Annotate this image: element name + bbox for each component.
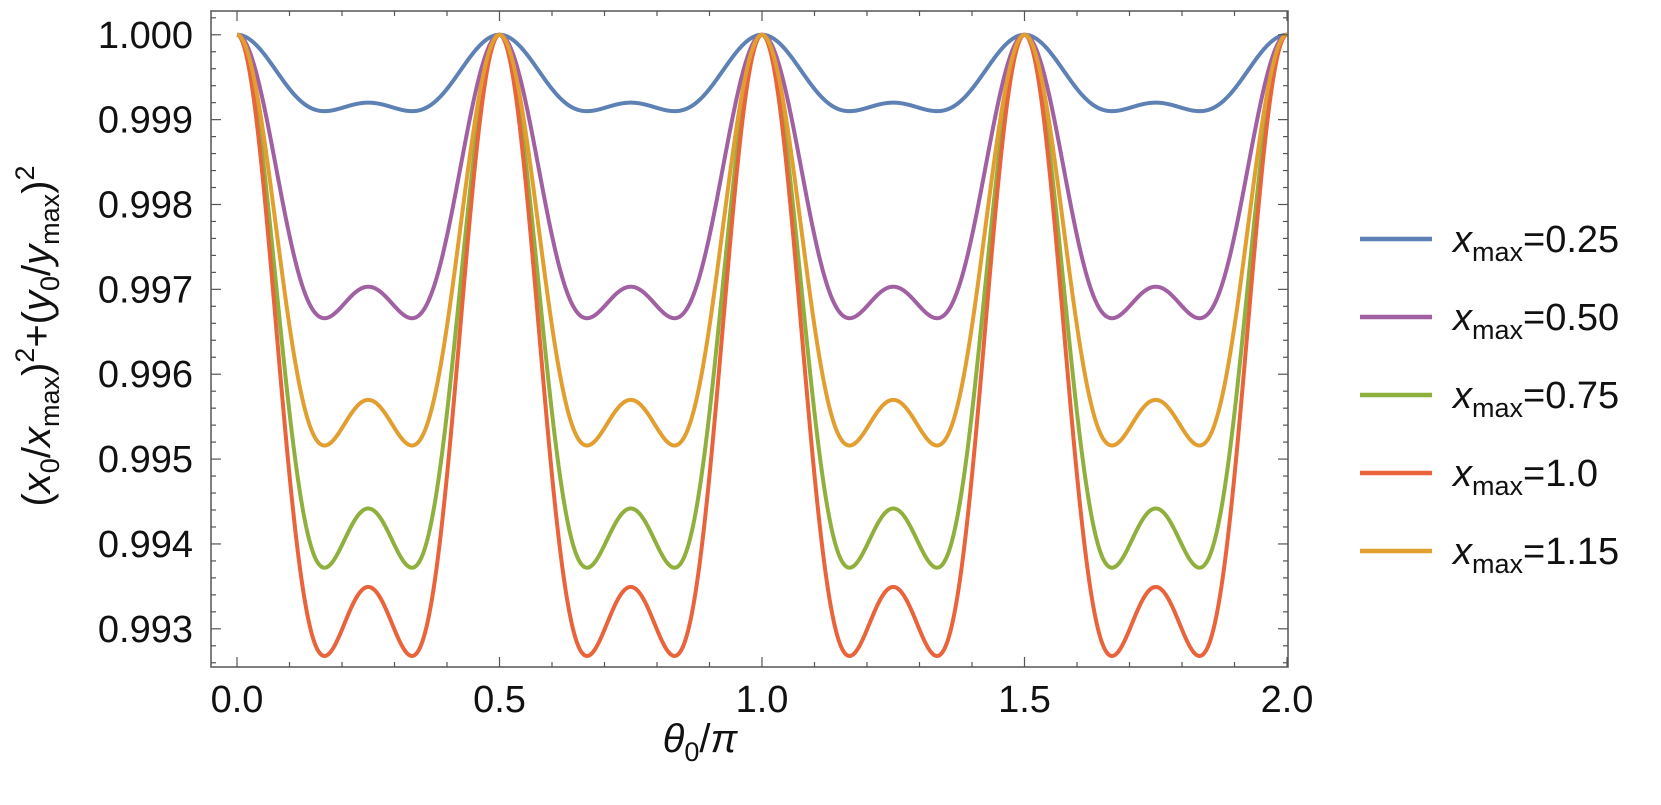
y-title-part: ) bbox=[15, 180, 59, 193]
x-tick-label: 2.0 bbox=[1261, 679, 1314, 721]
plot-frame bbox=[210, 10, 1289, 668]
y-tick-label: 1.000 bbox=[98, 15, 193, 57]
y-tick-label: 0.999 bbox=[98, 100, 193, 142]
y-title-part: 2 bbox=[10, 348, 40, 363]
series-line-1 bbox=[235, 32, 1289, 321]
series-line-3 bbox=[235, 32, 1289, 658]
x-axis-title: θ0/π bbox=[663, 717, 739, 767]
series-line-2 bbox=[235, 32, 1289, 570]
x-title-slash: / bbox=[699, 717, 711, 761]
y-title-part: 0 bbox=[35, 458, 65, 473]
y-tick-label: 0.997 bbox=[98, 269, 193, 311]
y-tick-label: 0.998 bbox=[98, 184, 193, 226]
y-title-part: x bbox=[15, 471, 59, 495]
x-tick-label: 0.5 bbox=[473, 679, 526, 721]
legend-value: =0.50 bbox=[1523, 297, 1619, 339]
y-title-part: x bbox=[15, 425, 59, 449]
legend-value: =0.75 bbox=[1523, 375, 1619, 417]
y-title-part: / bbox=[15, 446, 59, 458]
x-tick-label: 1.0 bbox=[736, 679, 789, 721]
x-tick-label: 1.5 bbox=[998, 679, 1051, 721]
legend-sub: max bbox=[1472, 549, 1524, 579]
y-title-part: max bbox=[35, 376, 65, 428]
y-title-part: ) bbox=[15, 363, 59, 376]
series-line-0 bbox=[235, 32, 1289, 114]
legend-label-1: xmax=0.50 bbox=[1451, 297, 1619, 345]
x-tick-label: 0.0 bbox=[211, 679, 264, 721]
legend-sub: max bbox=[1472, 237, 1524, 267]
legend-label-2: xmax=0.75 bbox=[1451, 375, 1619, 423]
legend-prefix: x bbox=[1451, 453, 1474, 495]
legend-value: =0.25 bbox=[1523, 219, 1619, 261]
y-tick-label: 0.995 bbox=[98, 439, 193, 481]
legend-sub: max bbox=[1472, 315, 1524, 345]
y-tick-label: 0.996 bbox=[98, 354, 193, 396]
x-title-sub: 0 bbox=[684, 737, 699, 767]
legend-prefix: x bbox=[1451, 375, 1474, 417]
series-line-4 bbox=[235, 32, 1289, 448]
legend-prefix: x bbox=[1451, 219, 1474, 261]
y-tick-label: 0.994 bbox=[98, 524, 193, 566]
legend-label-3: xmax=1.0 bbox=[1451, 453, 1598, 501]
legend: xmax=0.25xmax=0.50xmax=0.75xmax=1.0xmax=… bbox=[1360, 219, 1619, 579]
legend-sub: max bbox=[1472, 471, 1524, 501]
y-title-part: 2 bbox=[10, 165, 40, 180]
y-title-part: y bbox=[15, 288, 59, 314]
x-title-pi: π bbox=[711, 717, 739, 761]
y-title-part: 0 bbox=[35, 276, 65, 291]
x-title-theta: θ bbox=[663, 717, 685, 761]
legend-label-4: xmax=1.15 bbox=[1451, 531, 1619, 579]
y-tick-label: 0.993 bbox=[98, 609, 193, 651]
legend-prefix: x bbox=[1451, 531, 1474, 573]
y-title-part: max bbox=[35, 193, 65, 245]
x-tick-labels: 0.0 0.5 1.0 1.5 2.0 bbox=[211, 679, 1314, 721]
legend-prefix: x bbox=[1451, 297, 1474, 339]
legend-sub: max bbox=[1472, 393, 1524, 423]
y-title-part: y bbox=[15, 242, 59, 268]
legend-value: =1.15 bbox=[1523, 531, 1619, 573]
y-title-part: ( bbox=[15, 493, 59, 507]
ticks-layer bbox=[211, 11, 1288, 667]
legend-value: =1.0 bbox=[1523, 453, 1598, 495]
y-axis-title: (x0/xmax)2+(y0/ymax)2 bbox=[10, 165, 65, 506]
y-tick-labels: 0.993 0.994 0.995 0.996 0.997 0.998 0.999 1.000 bbox=[98, 15, 193, 651]
y-title-part: / bbox=[15, 264, 59, 276]
series-layer bbox=[235, 32, 1289, 658]
y-title-part: +( bbox=[15, 310, 59, 347]
legend-label-0: xmax=0.25 bbox=[1451, 219, 1619, 267]
